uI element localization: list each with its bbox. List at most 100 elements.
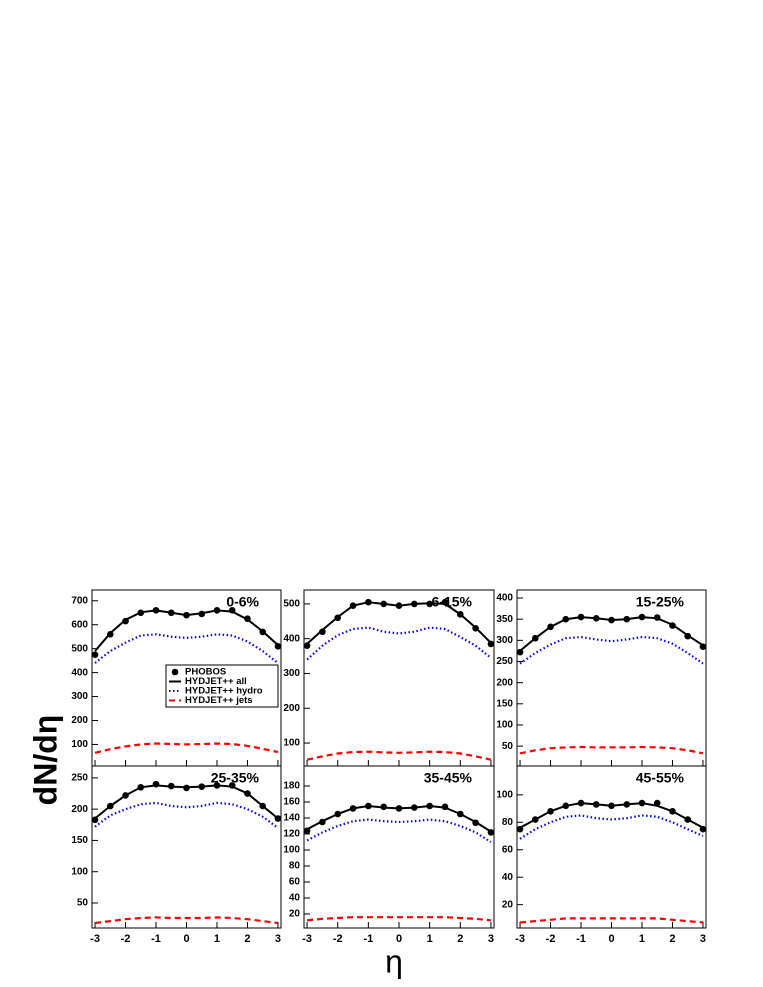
- panel-frame: [516, 765, 707, 929]
- x-tick-label: -1: [576, 933, 586, 945]
- y-tick-label: 150: [496, 698, 513, 709]
- series-line: [306, 818, 492, 843]
- data-point: [303, 642, 311, 649]
- y-tick-label: 500: [71, 643, 88, 654]
- y-tick-label: 40: [289, 893, 301, 904]
- y-tick-label: 50: [502, 741, 514, 752]
- x-tick-label: -3: [90, 933, 100, 945]
- y-tick-label: 400: [71, 667, 88, 678]
- y-tick-label: 500: [283, 599, 300, 610]
- y-tick-label: 60: [289, 877, 301, 888]
- x-tick-label: 3: [488, 933, 494, 945]
- legend-label: HYDJET++ all: [185, 676, 247, 687]
- y-tick-label: 300: [71, 691, 88, 702]
- y-tick-label: 100: [71, 866, 88, 877]
- x-axis-label: η: [385, 943, 403, 979]
- panel-frame: [303, 589, 495, 767]
- panel-title: 0-6%: [226, 594, 259, 610]
- x-tick-label: -3: [302, 933, 312, 945]
- panel-frame: [303, 765, 495, 929]
- panel-title: 15-25%: [636, 594, 685, 610]
- y-tick-label: 600: [71, 619, 88, 630]
- series-line: [94, 784, 279, 820]
- y-tick-label: 100: [283, 738, 300, 749]
- x-tick-label: -2: [546, 933, 556, 945]
- y-tick-label: 20: [502, 899, 514, 910]
- y-tick-label: 100: [496, 789, 513, 800]
- y-tick-label: 200: [71, 804, 88, 815]
- series-line: [306, 601, 492, 645]
- series-line: [94, 742, 279, 754]
- y-tick-label: 140: [283, 813, 300, 824]
- y-tick-label: 200: [283, 703, 300, 714]
- series-line: [306, 626, 492, 661]
- y-tick-label: 150: [71, 835, 88, 846]
- series-line: [519, 635, 704, 665]
- series-line: [306, 804, 492, 833]
- x-tick-label: 0: [608, 933, 614, 945]
- series-line: [519, 616, 704, 652]
- x-tick-label: 0: [396, 933, 402, 945]
- y-tick-label: 60: [502, 844, 514, 855]
- y-tick-label: 160: [283, 797, 300, 808]
- x-tick-label: 2: [669, 933, 675, 945]
- x-tick-label: -2: [333, 933, 343, 945]
- x-tick-label: -1: [363, 933, 373, 945]
- data-point: [319, 628, 326, 636]
- panel-title: 45-55%: [636, 770, 685, 786]
- y-tick-label: 250: [71, 773, 88, 784]
- y-tick-label: 80: [289, 861, 301, 872]
- y-tick-label: 400: [496, 593, 513, 604]
- series-line: [519, 917, 704, 924]
- y-tick-label: 400: [283, 633, 300, 644]
- panel-title: 25-35%: [211, 770, 260, 786]
- y-tick-label: 100: [496, 720, 513, 731]
- data-point: [91, 651, 99, 658]
- x-tick-label: 2: [244, 933, 250, 945]
- series-line: [519, 745, 704, 755]
- x-tick-label: 1: [427, 933, 433, 945]
- y-tick-label: 200: [71, 715, 88, 726]
- y-tick-label: 200: [496, 677, 513, 688]
- legend-box: [165, 664, 279, 708]
- y-tick-label: 700: [71, 595, 88, 606]
- panel-title: 6-15%: [432, 594, 473, 610]
- y-tick-label: 20: [289, 909, 301, 920]
- legend-marker: [171, 668, 179, 676]
- x-tick-label: -2: [121, 933, 131, 945]
- y-tick-label: 180: [283, 781, 300, 792]
- y-tick-label: 40: [502, 872, 514, 883]
- y-axis-label: dN/dη: [27, 715, 63, 806]
- x-tick-label: 2: [457, 933, 463, 945]
- series-line: [519, 814, 704, 840]
- panel-title: 35-45%: [424, 770, 473, 786]
- y-tick-label: 250: [496, 656, 513, 667]
- x-tick-label: 0: [183, 933, 189, 945]
- y-tick-label: 120: [283, 829, 300, 840]
- y-tick-label: 350: [496, 614, 513, 625]
- series-line: [306, 916, 492, 922]
- legend-label: PHOBOS: [185, 667, 226, 678]
- series-line: [94, 609, 279, 652]
- panel-frame: [516, 589, 707, 767]
- y-tick-label: 100: [283, 845, 300, 856]
- y-tick-label: 50: [77, 898, 89, 909]
- x-tick-label: -3: [515, 933, 525, 945]
- y-tick-label: 80: [502, 817, 514, 828]
- x-tick-label: 1: [214, 933, 220, 945]
- series-line: [94, 916, 279, 925]
- series-line: [519, 802, 704, 829]
- series-line: [306, 750, 492, 761]
- series-line: [94, 801, 279, 829]
- x-tick-label: 3: [275, 933, 281, 945]
- x-tick-label: -1: [151, 933, 161, 945]
- legend-label: HYDJET++ hydro: [185, 686, 263, 697]
- x-tick-label: 3: [700, 933, 706, 945]
- y-tick-label: 300: [283, 668, 300, 679]
- series-line: [94, 633, 279, 664]
- legend-label: HYDJET++ jets: [185, 695, 253, 706]
